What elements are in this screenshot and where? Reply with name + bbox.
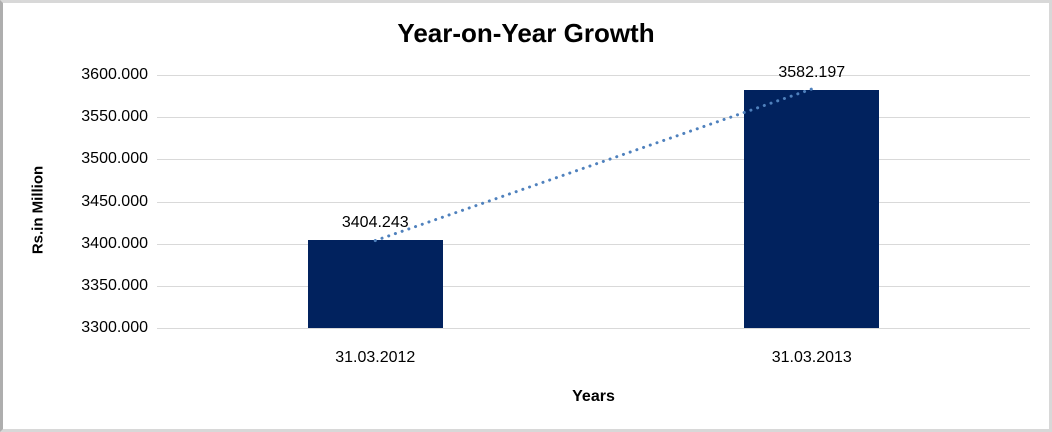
y-tick-3600.000: 3600.000: [81, 66, 148, 83]
y-tick-3350.000: 3350.000: [81, 276, 148, 294]
gridline-3450.000: [157, 201, 1030, 203]
data-label-31.03.2013: 3582.197: [778, 64, 846, 81]
trendline: [373, 87, 814, 243]
x-tick-31.03.2012: 31.03.2012: [335, 349, 416, 366]
x-tick-31.03.2013: 31.03.2013: [771, 349, 852, 366]
data-label-31.03.2012: 3404.243: [341, 214, 409, 232]
y-tick-3450.000: 3450.000: [81, 192, 148, 210]
bar-31.03.2013: [744, 90, 880, 328]
y-tick-3300.000: 3300.000: [81, 319, 148, 336]
y-tick-3550.000: 3550.000: [81, 108, 148, 126]
gridline-3350.000: [157, 285, 1030, 287]
gridline-3600.000: [157, 75, 1030, 76]
y-tick-3500.000: 3500.000: [81, 150, 148, 168]
gridline-3500.000: [157, 159, 1030, 161]
chart-title: Year-on-Year Growth: [397, 18, 655, 48]
y-tick-3400.000: 3400.000: [81, 234, 148, 252]
gridline-3300.000: [157, 328, 1030, 329]
gridline-3550.000: [157, 117, 1030, 119]
gridline-3400.000: [157, 243, 1030, 245]
bar-31.03.2012: [307, 240, 443, 328]
plot-area: [157, 75, 1030, 329]
x-axis-title: Years: [572, 388, 615, 405]
